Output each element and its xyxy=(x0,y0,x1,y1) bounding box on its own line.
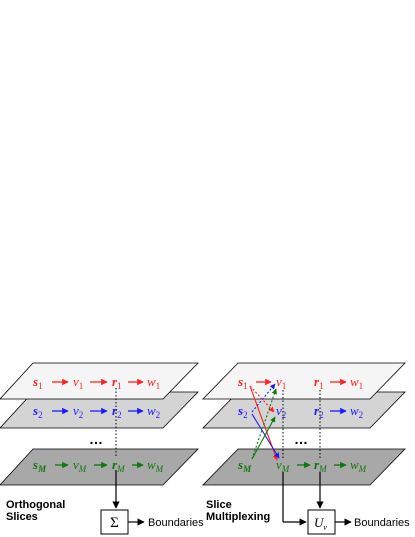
node-rm: rM xyxy=(112,457,125,474)
boundaries-label-right: Boundaries xyxy=(354,517,410,529)
ellipsis-right: … xyxy=(294,431,308,447)
mux-node-w1: w1 xyxy=(350,374,363,391)
mux-node-s1: s1 xyxy=(237,374,248,391)
mux-node-r2: r2 xyxy=(314,403,324,420)
mux-node-rm: rM xyxy=(314,457,327,474)
node-v2: v2 xyxy=(73,403,83,420)
slice-plane-m xyxy=(0,448,199,486)
mux-node-r1: r1 xyxy=(314,374,324,391)
node-w1: w1 xyxy=(147,374,160,391)
slice-multiplexing-caption: Slice Multiplexing xyxy=(206,499,270,523)
node-v1: v1 xyxy=(73,374,83,391)
mux-node-wm: wM xyxy=(350,457,367,474)
mux-plane-1 xyxy=(202,362,406,400)
orthogonal-slices-caption: Orthogonal Slices xyxy=(6,499,65,523)
mux-node-sm: sM xyxy=(237,457,252,474)
boundaries-label-left: Boundaries xyxy=(148,517,204,529)
mux-node-v1: v1 xyxy=(276,374,286,391)
slice-multiplexing-panel: s1 v1 r1 w1 s2 v2 r2 w2 … sM vM rM wM Uv… xyxy=(202,362,410,535)
sum-symbol: Σ xyxy=(110,515,119,531)
node-wm: wM xyxy=(147,457,164,474)
node-vm: vM xyxy=(73,457,87,474)
slice-plane-1 xyxy=(0,362,199,400)
node-s2: s2 xyxy=(32,403,43,420)
orthogonal-slices-panel: s1 v1 r1 w1 s2 v2 r2 w2 … sM vM rM wM Σ … xyxy=(0,362,204,535)
node-r1: r1 xyxy=(112,374,122,391)
node-w2: w2 xyxy=(147,403,160,420)
node-s1: s1 xyxy=(32,374,43,391)
uv-symbol: Uv xyxy=(314,515,327,532)
mux-node-w2: w2 xyxy=(350,403,363,420)
mux-node-v2: v2 xyxy=(276,403,286,420)
caption-line: Slices xyxy=(6,511,38,523)
node-sm: sM xyxy=(32,457,47,474)
mux-node-s2: s2 xyxy=(237,403,248,420)
ellipsis-left: … xyxy=(89,431,103,447)
mux-plane-m xyxy=(202,448,406,486)
caption-line: Slice xyxy=(206,499,232,511)
sum-box xyxy=(100,509,129,535)
caption-line: Orthogonal xyxy=(6,499,66,511)
mux-node-vm: vM xyxy=(276,457,290,474)
caption-line: Multiplexing xyxy=(206,511,271,523)
node-r2: r2 xyxy=(112,403,122,420)
